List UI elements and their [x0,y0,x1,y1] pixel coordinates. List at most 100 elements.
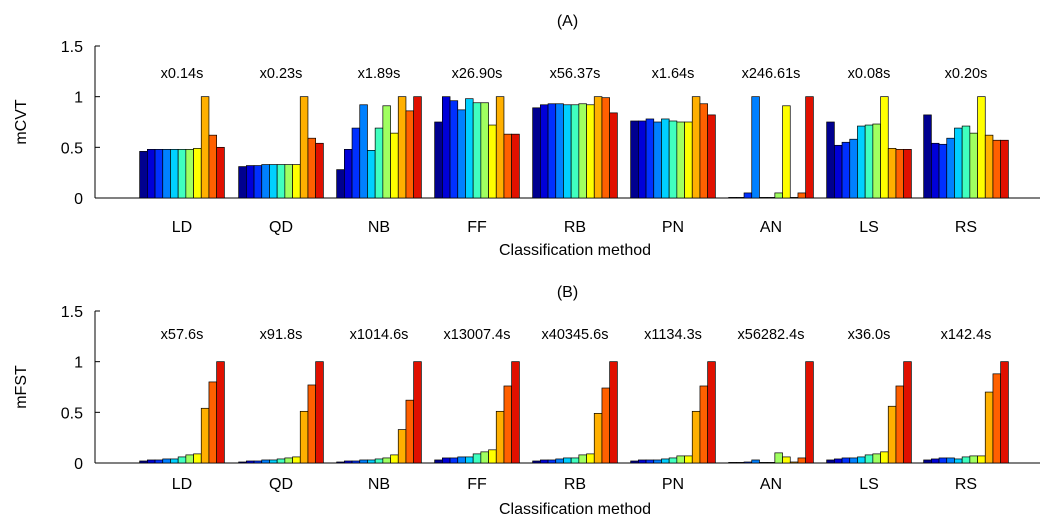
bar-ff-8 [488,124,497,199]
bar-an-11 [805,96,814,199]
bar-pn-10 [699,385,709,464]
x-tick-label-nb: NB [368,476,390,493]
x-tick-label-ls: LS [859,219,879,236]
bar-ff-10 [503,133,513,199]
bar-an-10 [797,192,807,199]
time-annotation-nb: x1014.6s [350,327,409,343]
time-annotation-ls: x36.0s [848,327,891,343]
y-tick-label: 1.5 [61,304,83,321]
bar-qd-2 [246,165,255,199]
bar-ls-3 [841,141,851,199]
bar-ls-10 [895,149,905,199]
bar-qd-11 [315,361,324,464]
bar-nb-5 [367,459,376,464]
x-tick-label-ff: FF [467,476,487,493]
bar-ls-5 [857,125,866,199]
x-tick-label-pn: PN [662,476,684,493]
bar-qd-10 [307,137,317,199]
bar-rb-5 [563,104,572,199]
x-tick-label-ff: FF [467,219,487,236]
bar-pn-9 [691,96,701,199]
bar-an-5 [759,462,768,464]
bar-ff-6 [472,453,482,464]
time-annotation-rs: x142.4s [941,327,992,343]
bar-nb-8 [390,132,399,199]
bar-ls-10 [895,385,905,464]
time-annotation-rb: x56.37s [550,66,601,82]
bar-rb-5 [563,457,572,464]
bar-pn-7 [676,121,685,199]
bar-rb-9 [593,96,603,199]
bar-ls-11 [903,361,912,464]
bar-rb-7 [578,103,587,199]
bar-ld-4 [162,458,171,464]
y-tick-label: 0.5 [61,405,83,422]
x-tick-label-rs: RS [955,476,977,493]
bar-rs-2 [930,458,940,464]
bar-ld-11 [216,146,225,199]
bar-an-1 [728,462,737,464]
bar-rb-8 [586,453,595,464]
bar-an-3 [743,461,753,464]
bar-pn-8 [684,455,693,464]
bar-ld-6 [177,456,187,464]
bar-nb-6 [374,458,384,464]
time-annotation-rs: x0.20s [945,66,988,82]
bar-qd-4 [261,164,270,199]
time-annotation-pn: x1.64s [652,66,695,82]
bar-ff-11 [511,361,520,464]
bar-rs-1 [923,114,932,199]
bar-nb-7 [382,105,391,199]
bar-ls-7 [872,123,881,199]
bar-an-8 [782,105,791,199]
bar-pn-3 [645,118,655,199]
x-tick-label-rb: RB [564,219,586,236]
bar-qd-8 [292,164,301,199]
time-annotation-rb: x40345.6s [542,327,609,343]
bar-rs-10 [992,373,1002,464]
x-tick-label-pn: PN [662,219,684,236]
bar-pn-10 [699,103,709,199]
bar-qd-9 [299,96,309,199]
bar-rb-4 [555,458,564,464]
bar-nb-2 [344,149,353,199]
bar-rs-11 [1000,139,1009,199]
bar-an-8 [782,456,791,464]
bar-pn-1 [630,120,639,199]
bar-qd-7 [284,457,293,464]
bar-rs-5 [954,127,963,199]
y-tick-label: 0.5 [61,140,83,157]
bar-rb-9 [593,412,603,464]
bar-nb-2 [344,460,353,464]
time-annotation-an: x56282.4s [738,327,805,343]
y-tick-label: 1 [74,90,83,107]
time-annotation-qd: x0.23s [260,66,303,82]
bar-pn-2 [637,120,647,199]
y-tick-label: 0 [74,191,83,208]
bar-rb-1 [532,460,541,464]
bar-pn-8 [684,121,693,199]
bar-ls-8 [880,451,889,464]
chart-panel-b: (B) 0 0.5 1 1.5 mFST Classification method LD x5… [13,284,1040,518]
bar-ls-9 [887,147,897,199]
bar-rs-8 [977,96,986,199]
y-tick-label: 0 [74,456,83,473]
bar-nb-4 [359,459,368,464]
bar-rs-7 [969,455,978,464]
bar-rb-6 [570,104,580,199]
bar-pn-7 [676,455,685,464]
bar-ld-1 [139,151,148,199]
bar-rb-4 [555,103,564,199]
time-annotation-an: x246.61s [742,66,801,82]
bar-pn-3 [645,459,655,464]
bar-pn-4 [653,459,662,464]
bar-nb-7 [382,457,391,464]
bar-ls-7 [872,453,881,464]
bar-ls-3 [841,457,851,464]
bar-an-10 [797,457,807,464]
x-axis-label: Classification method [499,242,651,259]
bar-ld-11 [216,361,225,464]
time-annotation-ff: x26.90s [452,66,503,82]
bar-ff-3 [449,100,459,199]
